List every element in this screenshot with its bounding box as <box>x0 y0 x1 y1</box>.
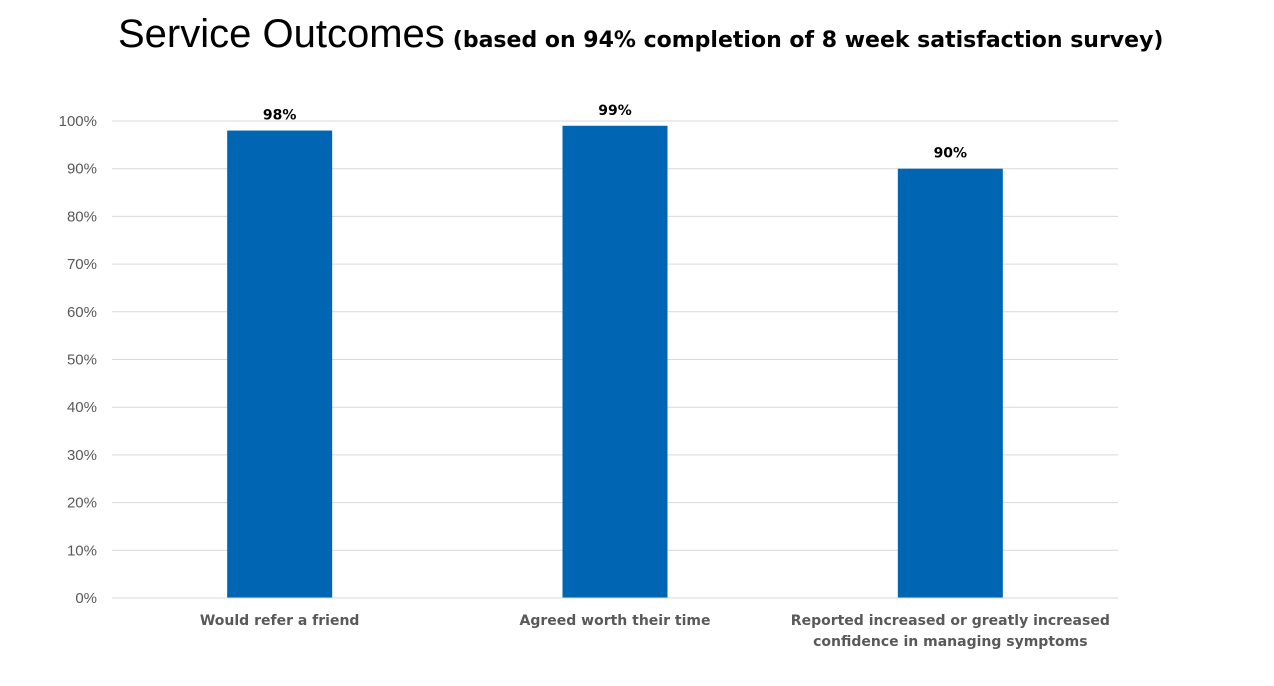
x-tick-label: Agreed worth their time <box>520 613 711 629</box>
bars <box>227 125 1003 599</box>
chart-title-main: Service Outcomes <box>118 12 445 56</box>
y-tick-label: 30% <box>67 447 97 464</box>
x-tick-label: Reported increased or greatly increased <box>791 613 1110 629</box>
y-tick-label: 10% <box>67 542 97 559</box>
y-tick-label: 90% <box>67 161 97 178</box>
bar <box>562 125 668 599</box>
data-label: 99% <box>598 103 632 119</box>
y-axis-ticks: 0% 10% 20% 30% 40% 50% 60% 70% 80% 90% 100% <box>59 113 97 607</box>
chart-title: Service Outcomes (based on 94% completion… <box>118 12 1163 57</box>
y-tick-label: 60% <box>67 304 97 321</box>
data-labels: 98% 99% 90% <box>263 103 967 162</box>
data-label: 90% <box>934 146 968 162</box>
chart-subtitle: (based on 94% completion of 8 week satis… <box>452 28 1164 53</box>
bar <box>897 168 1003 598</box>
bar <box>227 130 333 599</box>
x-axis-labels: Would refer a friend Agreed worth their t… <box>200 613 1110 650</box>
y-tick-label: 70% <box>67 256 97 273</box>
y-tick-label: 40% <box>67 399 97 416</box>
y-tick-label: 100% <box>59 113 97 130</box>
y-tick-label: 0% <box>75 590 97 607</box>
y-tick-label: 50% <box>67 352 97 369</box>
y-tick-label: 20% <box>67 495 97 512</box>
x-tick-label: confidence in managing symptoms <box>813 634 1087 650</box>
data-label: 98% <box>263 108 297 124</box>
x-tick-label: Would refer a friend <box>200 613 360 629</box>
y-tick-label: 80% <box>67 208 97 225</box>
